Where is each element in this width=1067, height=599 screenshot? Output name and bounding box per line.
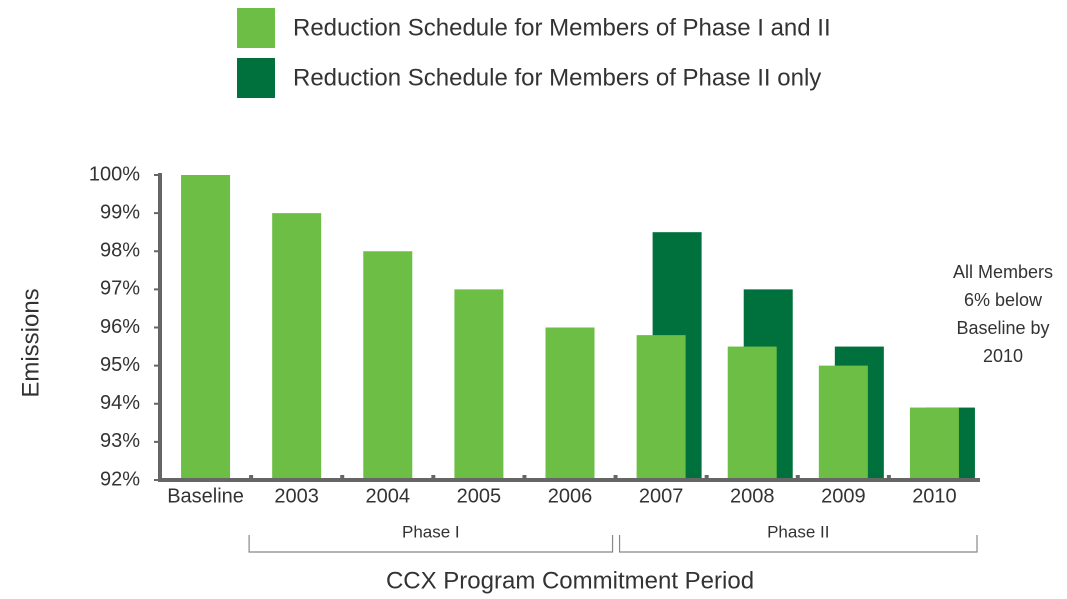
bar [363, 251, 413, 480]
bar [636, 335, 686, 480]
x-tick-label: 2007 [639, 485, 684, 507]
group-bracket [248, 535, 614, 553]
y-axis-title: Emissions [17, 288, 44, 397]
x-tick-label: 2004 [366, 485, 411, 507]
bar [181, 175, 231, 480]
x-axis-title: CCX Program Commitment Period [386, 567, 754, 594]
bar [727, 346, 777, 480]
y-tick-label: 92% [100, 468, 140, 490]
y-tick-label: 100% [89, 163, 140, 185]
legend-swatch [237, 58, 275, 98]
y-tick-label: 95% [100, 354, 140, 376]
annotation: 2010 [983, 346, 1023, 366]
x-tick-label: 2006 [548, 485, 593, 507]
annotation: All Members [953, 262, 1053, 282]
x-tick-label: 2009 [821, 485, 866, 507]
x-tick-label: 2003 [274, 485, 319, 507]
bar [545, 327, 595, 480]
y-tick-label: 93% [100, 430, 140, 452]
bar [454, 289, 504, 480]
y-tick-label: 99% [100, 201, 140, 223]
y-tick-label: 98% [100, 240, 140, 262]
bar [818, 365, 868, 480]
x-tick-label: 2010 [912, 485, 957, 507]
legend-label: Reduction Schedule for Members of Phase … [293, 14, 831, 41]
x-tick-label: Baseline [167, 485, 244, 507]
y-tick-label: 94% [100, 392, 140, 414]
legend-label: Reduction Schedule for Members of Phase … [293, 64, 821, 91]
bar [909, 407, 959, 480]
y-tick-label: 96% [100, 316, 140, 338]
bar [272, 213, 322, 480]
x-tick-label: 2005 [457, 485, 502, 507]
annotation: Baseline by [956, 318, 1049, 338]
group-label: Phase I [402, 522, 460, 541]
legend-swatch [237, 8, 275, 48]
annotation: 6% below [964, 290, 1043, 310]
y-tick-label: 97% [100, 278, 140, 300]
group-label: Phase II [767, 522, 829, 541]
group-bracket [618, 535, 978, 553]
x-tick-label: 2008 [730, 485, 775, 507]
